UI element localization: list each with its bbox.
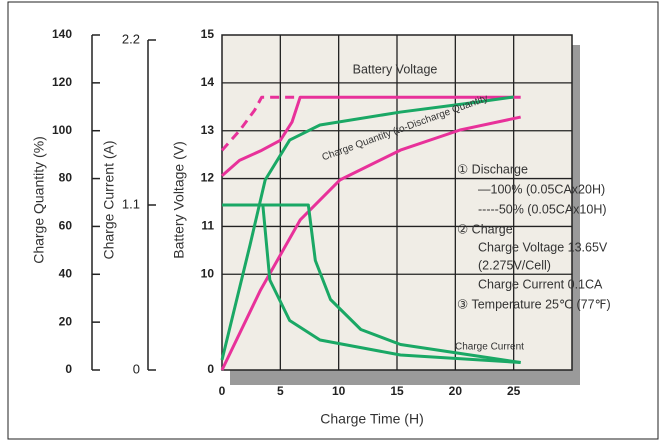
y2-tick-label: 140 bbox=[52, 27, 72, 41]
y2-axis-title: Charge Quantity (%) bbox=[31, 136, 47, 264]
series-line bbox=[222, 203, 521, 364]
annotation: Charge Current 0.1CA bbox=[478, 277, 603, 291]
y2-tick-label: 60 bbox=[59, 219, 73, 233]
y-tick-label: 15 bbox=[201, 27, 215, 41]
frame bbox=[7, 1, 659, 440]
y2-tick-label: 0 bbox=[65, 362, 72, 376]
annotation: ② Charge bbox=[457, 222, 513, 236]
y-tick-label: 12 bbox=[201, 171, 215, 185]
annotation: (2.275V/Cell) bbox=[478, 258, 551, 272]
annotation: ① Discharge bbox=[457, 162, 528, 176]
annotation: —100% (0.05CAx20H) bbox=[478, 182, 605, 196]
annotation: Charge Current bbox=[455, 342, 524, 353]
series-line bbox=[220, 95, 301, 152]
y2-tick-label: 100 bbox=[52, 123, 72, 137]
series-line bbox=[222, 203, 521, 364]
y-tick-label: 0 bbox=[207, 362, 214, 376]
y2-tick-label: 80 bbox=[59, 171, 73, 185]
y-tick-label: 13 bbox=[201, 123, 215, 137]
y2-tick-label: 120 bbox=[52, 75, 72, 89]
annotation: -----50% (0.05CAx10H) bbox=[478, 202, 607, 216]
y3-axis-title: Charge Current (A) bbox=[101, 140, 117, 259]
x-tick-label: 5 bbox=[277, 384, 284, 398]
y3-tick-label: 1.1 bbox=[122, 196, 140, 211]
y2-tick-label: 20 bbox=[59, 314, 73, 328]
annotation: Battery Voltage bbox=[353, 62, 438, 76]
series-line bbox=[220, 115, 521, 371]
series-line bbox=[220, 95, 514, 361]
annotation: Charge Voltage 13.65V bbox=[478, 240, 608, 254]
x-tick-label: 10 bbox=[332, 384, 346, 398]
series-line bbox=[221, 95, 521, 177]
y-tick-label: 10 bbox=[201, 266, 215, 280]
y3-tick-label: 2.2 bbox=[122, 31, 140, 46]
y3-tick-label: 0 bbox=[133, 361, 140, 376]
y-tick-label: 11 bbox=[201, 219, 214, 233]
y-axis-title: Battery Voltage (V) bbox=[171, 141, 187, 259]
x-tick-label: 20 bbox=[449, 384, 463, 398]
annotation: ③ Temperature 25℃ (77℉) bbox=[457, 297, 611, 311]
x-tick-label: 25 bbox=[507, 384, 521, 398]
x-tick-label: 0 bbox=[219, 384, 226, 398]
x-axis-title: Charge Time (H) bbox=[320, 411, 423, 427]
y-tick-label: 14 bbox=[201, 75, 215, 89]
y2-tick-label: 40 bbox=[59, 266, 73, 280]
x-tick-label: 15 bbox=[390, 384, 404, 398]
